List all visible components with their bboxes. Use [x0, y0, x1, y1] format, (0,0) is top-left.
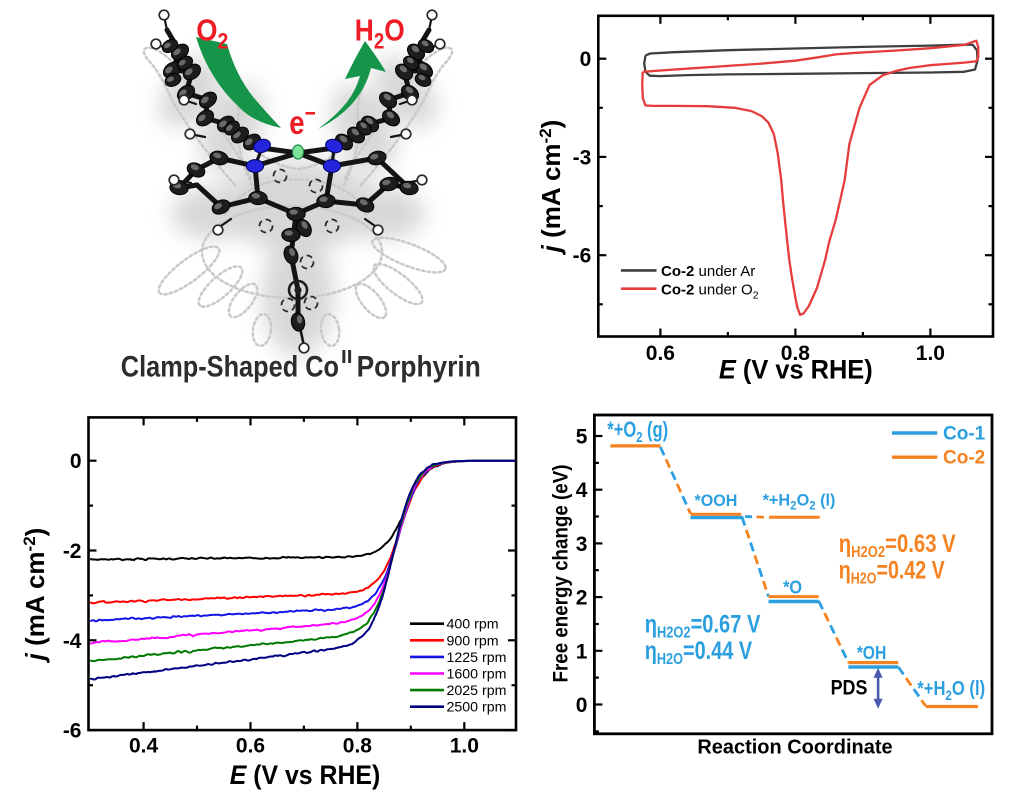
svg-text:H2O: H2O — [355, 13, 405, 54]
svg-text:1.0: 1.0 — [916, 342, 945, 365]
svg-text:-2: -2 — [63, 540, 82, 563]
svg-text:5: 5 — [576, 426, 588, 449]
svg-text:j (mA cm-2): j (mA cm-2) — [536, 120, 566, 256]
svg-text:3: 3 — [576, 533, 588, 556]
svg-text:Clamp-Shaped Co: Clamp-Shaped Co — [121, 350, 339, 383]
svg-text:0.8: 0.8 — [343, 735, 373, 758]
svg-text:Co-2 under O2: Co-2 under O2 — [661, 281, 759, 301]
svg-text:*OOH: *OOH — [695, 491, 738, 510]
svg-text:1600 rpm: 1600 rpm — [447, 667, 507, 683]
svg-text:Free energy change (eV): Free energy change (eV) — [549, 465, 573, 683]
svg-text:E (V vs RHE): E (V vs RHE) — [230, 760, 381, 790]
svg-text:0: 0 — [580, 48, 592, 71]
svg-text:Co-2 under Ar: Co-2 under Ar — [661, 263, 755, 280]
svg-text:2: 2 — [576, 587, 588, 610]
svg-text:900 rpm: 900 rpm — [447, 633, 499, 649]
svg-text:*+O2 (g): *+O2 (g) — [607, 417, 668, 446]
svg-text:*OH: *OH — [857, 642, 887, 663]
svg-text:E (V vs RHE): E (V vs RHE) — [719, 354, 873, 384]
svg-text:-6: -6 — [573, 245, 592, 268]
svg-text:*+H2O (l): *+H2O (l) — [917, 678, 985, 703]
svg-text:2500 rpm: 2500 rpm — [447, 700, 507, 716]
svg-text:0: 0 — [576, 694, 588, 717]
svg-text:Porphyrin: Porphyrin — [357, 350, 481, 383]
svg-text:0.6: 0.6 — [236, 735, 265, 758]
svg-text:O2: O2 — [196, 13, 228, 54]
svg-text:4: 4 — [576, 479, 588, 502]
svg-text:Co-1: Co-1 — [943, 423, 986, 444]
svg-text:Co-2: Co-2 — [943, 448, 985, 469]
svg-text:ηH2O2=0.67 V: ηH2O2=0.67 V — [645, 611, 761, 642]
svg-text:e−: e− — [289, 100, 316, 141]
svg-text:1.0: 1.0 — [450, 735, 479, 758]
svg-text:-6: -6 — [63, 720, 82, 743]
svg-text:400 rpm: 400 rpm — [447, 617, 499, 633]
svg-text:j (mA cm-2): j (mA cm-2) — [20, 528, 50, 664]
svg-text:II: II — [341, 347, 353, 367]
svg-text:1225 rpm: 1225 rpm — [447, 650, 507, 666]
svg-text:0.6: 0.6 — [646, 342, 675, 365]
svg-text:0: 0 — [70, 450, 82, 473]
svg-text:2025 rpm: 2025 rpm — [447, 683, 507, 699]
svg-text:0.8: 0.8 — [781, 342, 811, 365]
svg-text:-3: -3 — [573, 146, 592, 169]
svg-text:0.4: 0.4 — [129, 735, 159, 758]
svg-text:Reaction Coordinate: Reaction Coordinate — [697, 737, 892, 759]
svg-text:*O: *O — [783, 577, 802, 598]
svg-text:1: 1 — [576, 640, 588, 663]
svg-text:*+H2O2 (l): *+H2O2 (l) — [763, 491, 836, 513]
svg-text:PDS: PDS — [831, 677, 868, 700]
svg-text:-4: -4 — [63, 630, 82, 653]
